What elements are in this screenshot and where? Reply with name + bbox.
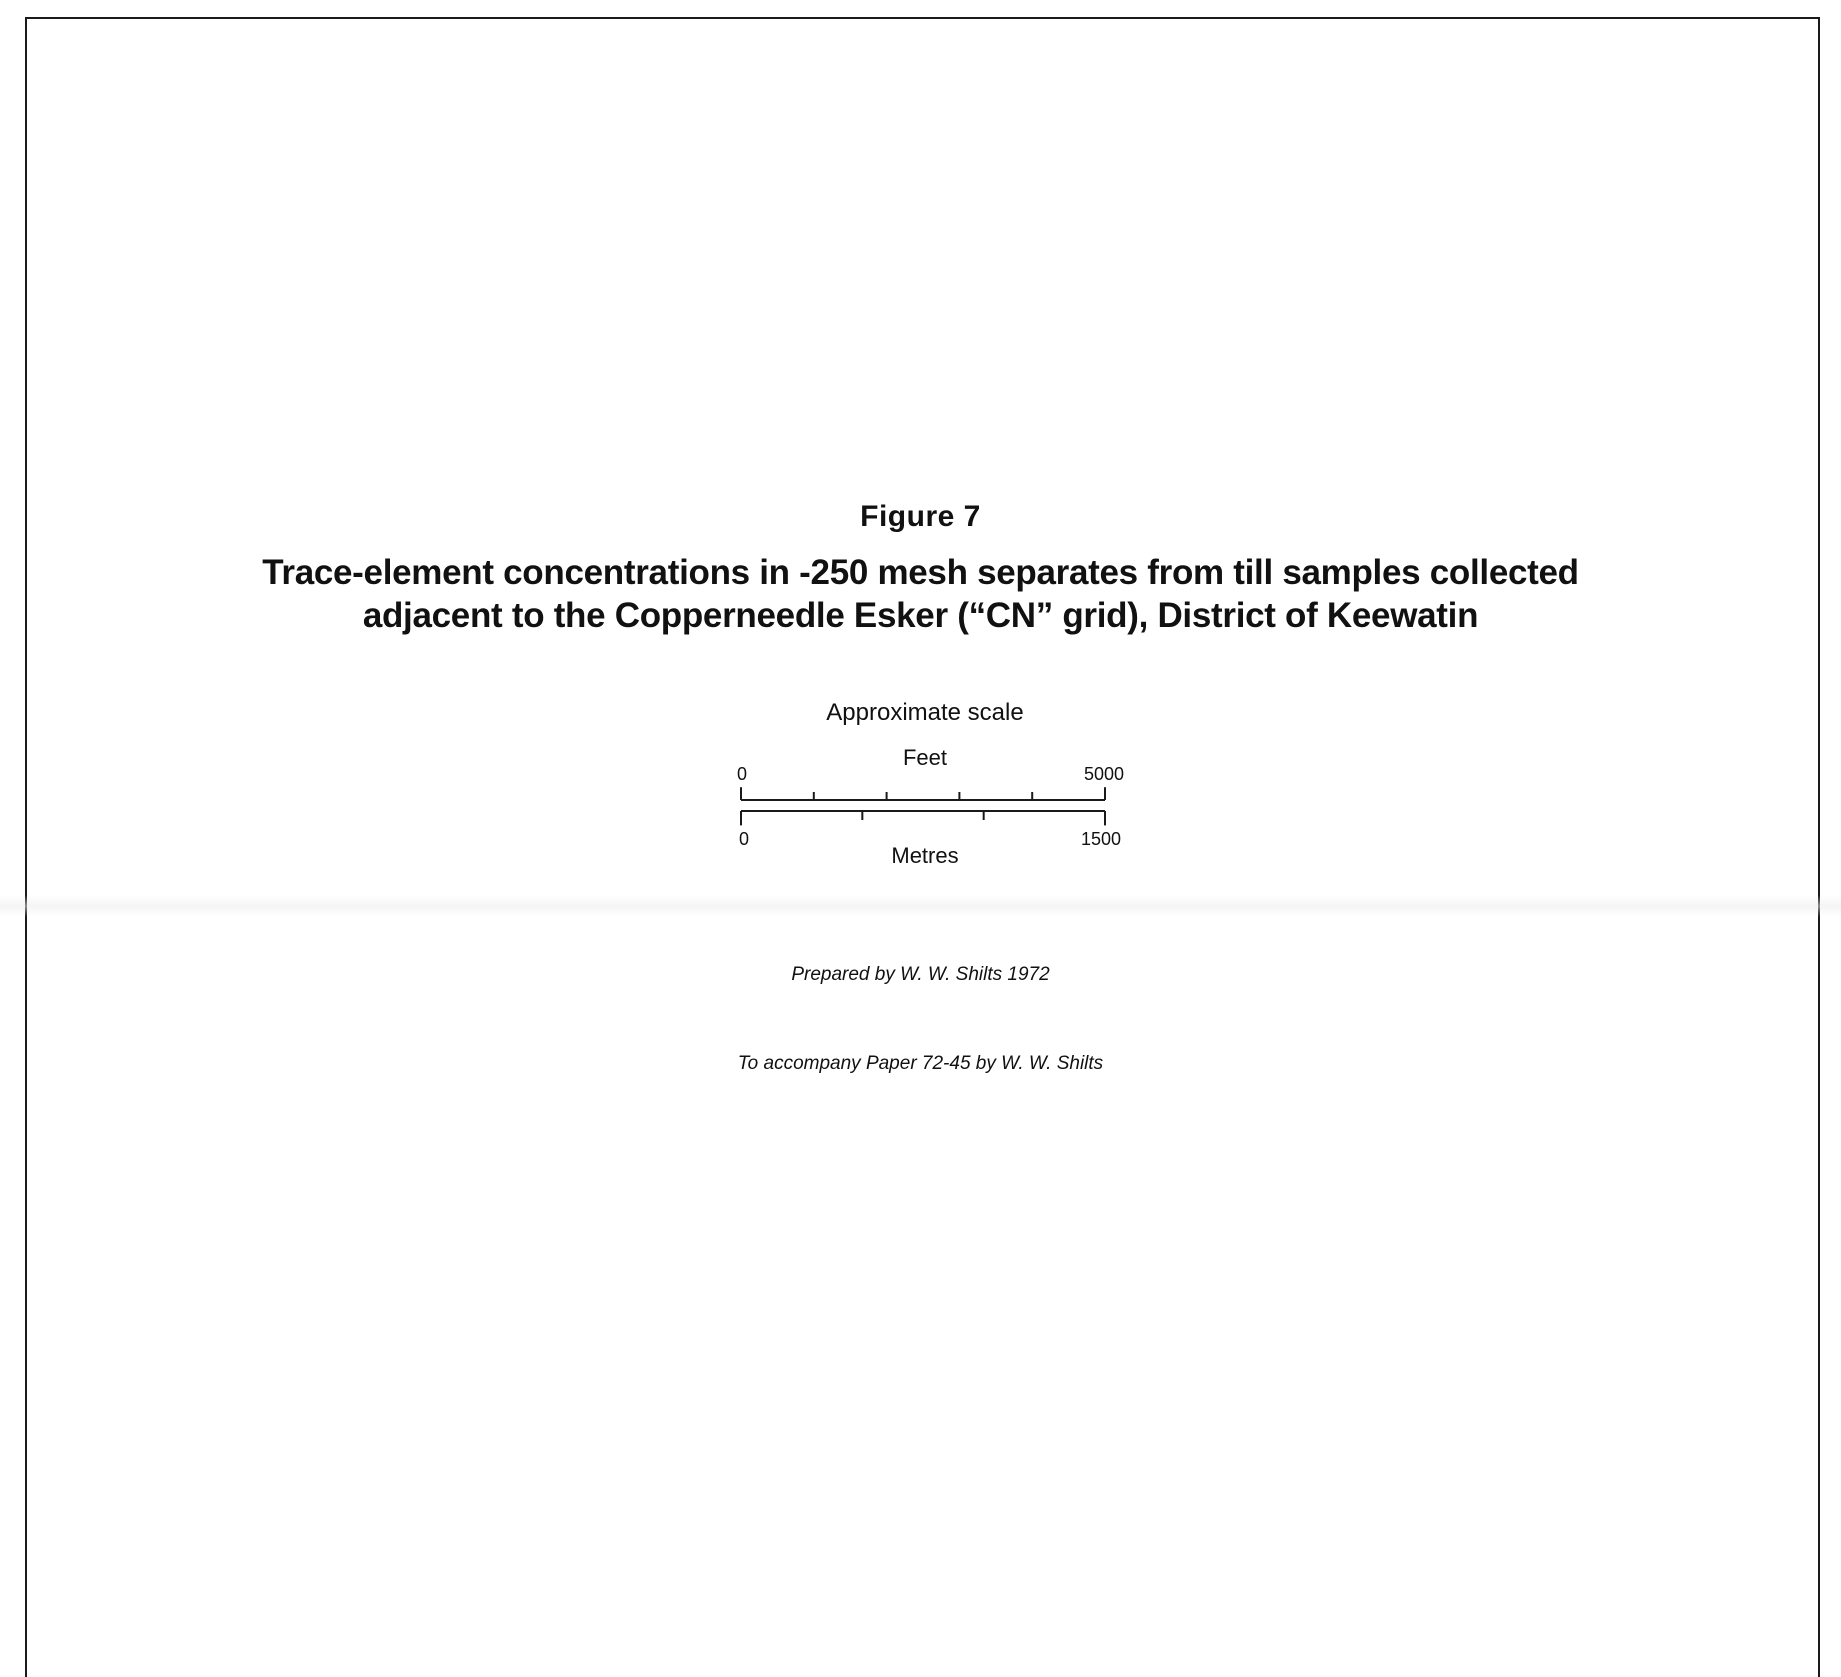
metres-max-label: 1500: [1081, 829, 1121, 849]
feet-min-label: 0: [737, 764, 747, 784]
metres-scale-bar: [740, 810, 1106, 826]
feet-unit-label: Feet: [903, 745, 947, 770]
scale-bar: Feet 0 5000 0 1500 Metres: [737, 745, 1124, 868]
scale-bar-block: Approximate scale Feet 0 5000 0 1500 Met…: [700, 695, 1150, 875]
metres-unit-label: Metres: [891, 843, 958, 868]
accompany-paper-note: To accompany Paper 72-45 by W. W. Shilts: [737, 1053, 1104, 1074]
figure-label: Figure 7: [860, 500, 981, 533]
feet-max-label: 5000: [1084, 764, 1124, 784]
metres-min-label: 0: [739, 829, 749, 849]
prepared-by-credit: Prepared by W. W. Shilts 1972: [791, 964, 1050, 985]
figure-title-line-2: adjacent to the Copperneedle Esker (“CN”…: [362, 596, 1479, 635]
figure-title: Trace-element concentrations in -250 mes…: [180, 551, 1661, 637]
figure-title-line-1: Trace-element concentrations in -250 mes…: [262, 553, 1579, 592]
page-border: [25, 17, 1820, 1677]
scale-caption: Approximate scale: [826, 699, 1024, 726]
paper-fold-line: [0, 895, 1841, 917]
feet-scale-bar: [740, 787, 1106, 801]
